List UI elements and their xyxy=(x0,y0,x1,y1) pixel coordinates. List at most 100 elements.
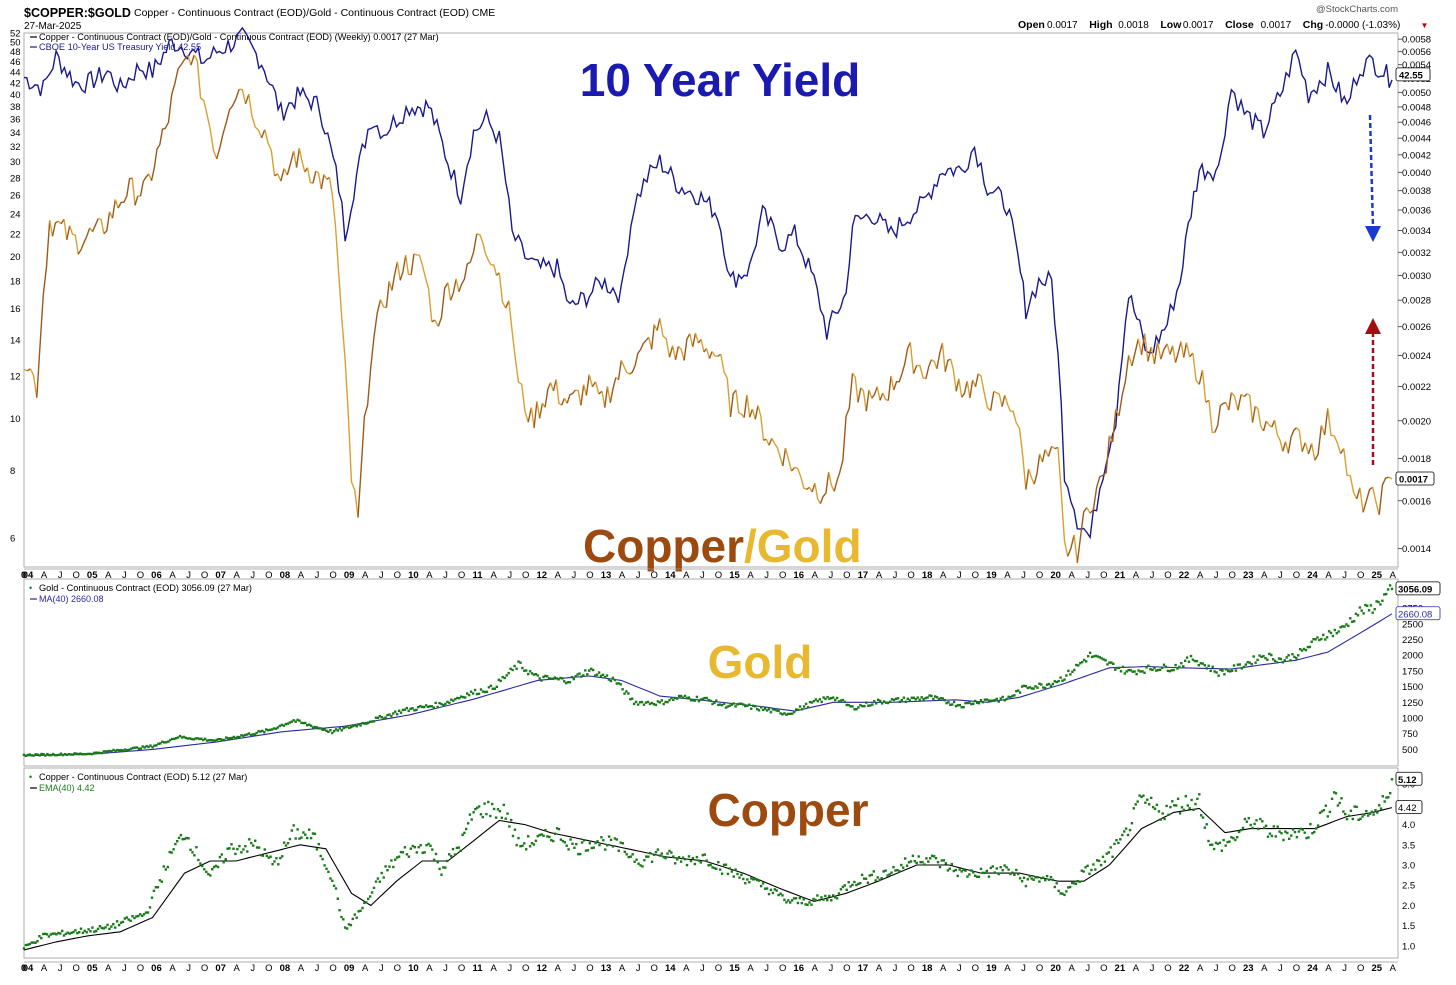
xaxis1-label: O xyxy=(72,570,79,581)
copper-dot xyxy=(306,837,308,839)
copper-dot xyxy=(321,858,323,860)
copper-dot xyxy=(1169,806,1171,808)
copper-dot xyxy=(787,899,789,901)
copper-dot xyxy=(126,916,128,918)
gold-dot xyxy=(529,670,531,672)
xaxis1-label: J xyxy=(1214,570,1219,581)
copper-dot xyxy=(1100,864,1102,866)
copper-dot xyxy=(816,894,818,896)
copper-last-value: 5.12 xyxy=(1398,775,1417,786)
xaxis1-label: A xyxy=(1133,570,1140,581)
left-tick-label: 26 xyxy=(10,191,21,202)
gold-dot xyxy=(1165,666,1167,668)
copper-dot xyxy=(508,825,510,827)
xaxis3-label: 07 xyxy=(215,963,226,974)
gold-dot xyxy=(1280,658,1282,660)
copper-dot xyxy=(153,890,155,892)
gold-dot xyxy=(337,729,339,731)
copper-dot xyxy=(310,837,312,839)
gold-dot xyxy=(1326,636,1328,638)
xaxis3-label: J xyxy=(1278,963,1283,974)
left-tick-label: 6 xyxy=(10,533,15,544)
xaxis1-label: J xyxy=(379,570,384,581)
copper-dot xyxy=(1286,832,1288,834)
copper-dot xyxy=(822,898,824,900)
xaxis1-label: 14 xyxy=(665,570,676,581)
gold-dot xyxy=(390,715,392,717)
copper-dot xyxy=(172,848,174,850)
copper-dot xyxy=(1086,865,1088,867)
gold-dot xyxy=(537,674,539,676)
copper-dot xyxy=(258,846,260,848)
gold-dot xyxy=(871,703,873,705)
gold-dot xyxy=(1124,672,1126,674)
xaxis1-label: 24 xyxy=(1307,570,1318,581)
copper-dot xyxy=(472,811,474,813)
copper-dot xyxy=(606,844,608,846)
copper-dot xyxy=(197,859,199,861)
gold-dot xyxy=(1161,667,1163,669)
copper-dot xyxy=(1050,876,1052,878)
copper-dot xyxy=(867,882,869,884)
copper-dot xyxy=(375,880,377,882)
copper-dot xyxy=(795,897,797,899)
copper-dot xyxy=(641,865,643,867)
copper-legend-dots: • xyxy=(29,772,32,782)
copper-dot xyxy=(1391,778,1393,780)
copper-dot xyxy=(371,891,373,893)
gold-dot xyxy=(1291,653,1293,655)
right-tick-label: 0.0018 xyxy=(1402,454,1431,465)
copper-dot xyxy=(36,940,38,942)
right-tick-label: 0.0050 xyxy=(1402,88,1431,99)
copper-dot xyxy=(271,863,273,865)
gold-dot xyxy=(1133,670,1135,672)
copper-dot xyxy=(1142,795,1144,797)
xaxis1-label: J xyxy=(893,570,898,581)
gold-dot xyxy=(140,747,142,749)
xaxis3-label: A xyxy=(1197,963,1204,974)
copper-dot xyxy=(881,877,883,879)
gold-dot xyxy=(1251,663,1253,665)
gold-dot xyxy=(1206,667,1208,669)
right-tick-label: 0.0042 xyxy=(1402,150,1431,161)
copper-dot xyxy=(327,871,329,873)
copper-dot xyxy=(377,877,379,879)
copper-dot xyxy=(110,925,112,927)
copper-dot xyxy=(1340,797,1342,799)
gold-dot xyxy=(1143,672,1145,674)
copper-dot xyxy=(649,852,651,854)
gold-dot xyxy=(1276,661,1278,663)
xaxis1-label: J xyxy=(957,570,962,581)
copper-dot xyxy=(921,861,923,863)
copper-dot xyxy=(383,876,385,878)
xaxis3-label: O xyxy=(201,963,208,974)
copper-dot xyxy=(806,904,808,906)
gold-dot xyxy=(1002,696,1004,698)
xaxis3-label: O xyxy=(522,963,529,974)
copper-dot xyxy=(992,865,994,867)
copper-dot xyxy=(579,853,581,855)
xaxis3-label: O xyxy=(586,963,593,974)
copper-dot xyxy=(1313,831,1315,833)
copper-dot xyxy=(738,876,740,878)
xaxis1-label: O xyxy=(201,570,208,581)
xaxis3-label: A xyxy=(1133,963,1140,974)
gold-dot xyxy=(592,669,594,671)
copper-dot xyxy=(912,855,914,857)
copper-dot xyxy=(748,881,750,883)
copper-dot xyxy=(906,865,908,867)
copper-dot xyxy=(209,874,211,876)
copper-dot xyxy=(674,862,676,864)
copper-dot xyxy=(661,852,663,854)
copper-dot xyxy=(554,833,556,835)
copper-dot xyxy=(244,845,246,847)
gold-dot xyxy=(1334,629,1336,631)
copper-dot xyxy=(262,855,264,857)
xaxis3-label: 08 xyxy=(280,963,291,974)
copper-dot xyxy=(583,839,585,841)
copper-dot xyxy=(390,859,392,861)
copper-dot xyxy=(420,844,422,846)
copper-dot xyxy=(1384,800,1386,802)
copper-dot xyxy=(285,844,287,846)
xaxis1-label: A xyxy=(490,570,497,581)
